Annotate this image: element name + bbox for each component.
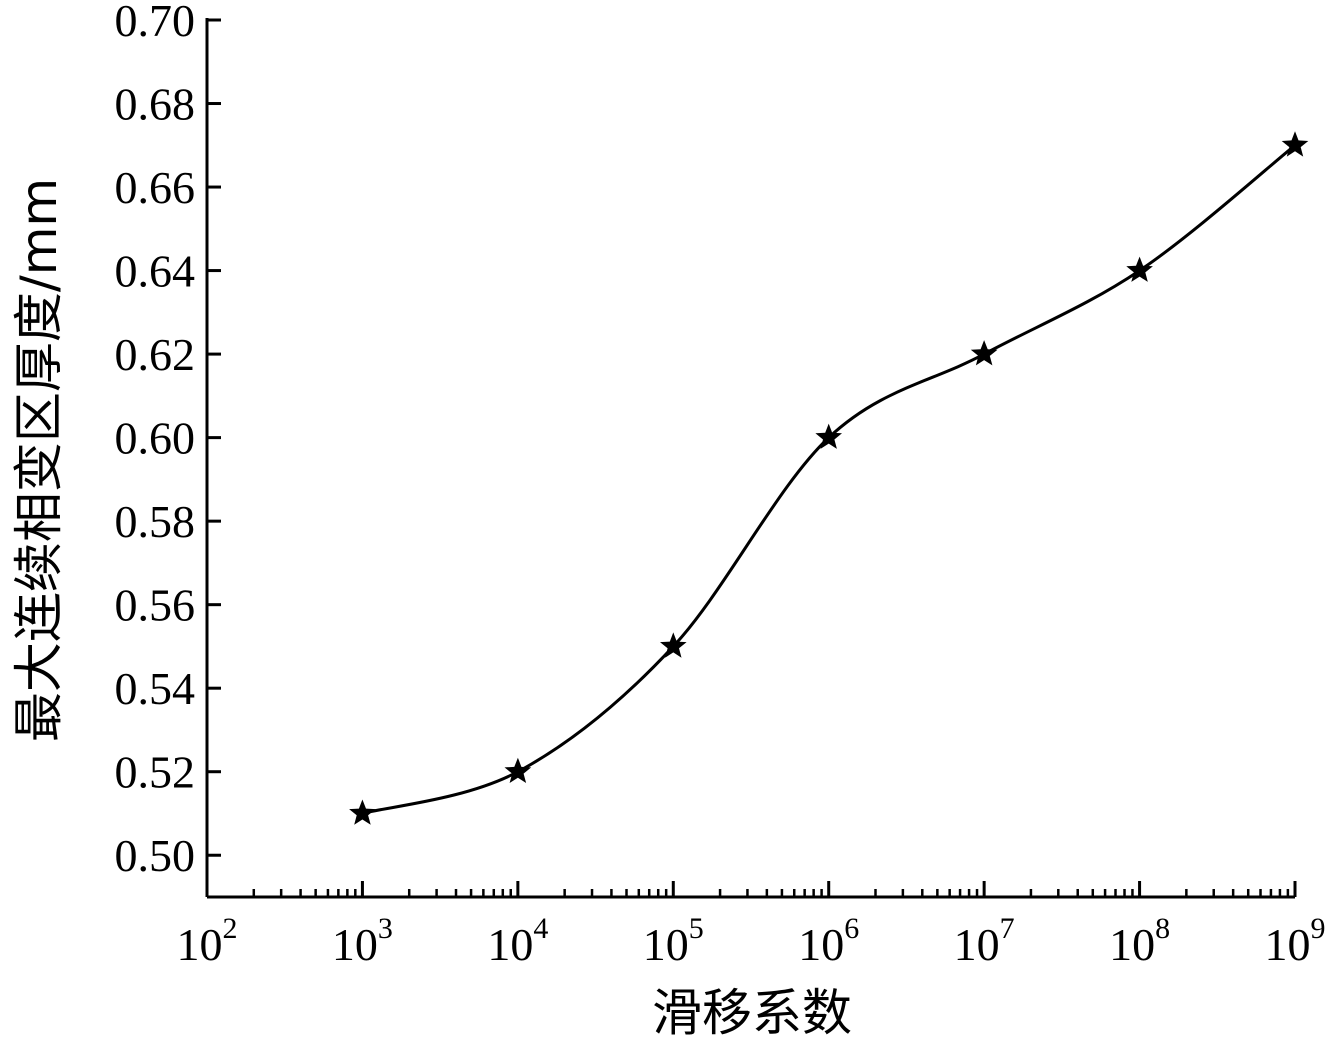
y-axis-ticks: 0.50 0.52 0.54 0.56 0.58 0.60 0.62 0.64 0.66 0.68… xyxy=(115,0,221,881)
y-tick-label: 0.70 xyxy=(115,0,196,46)
x-tick-base: 10 xyxy=(954,919,1000,970)
y-tick-label: 0.68 xyxy=(115,79,196,130)
star-marker xyxy=(504,757,532,783)
y-tick-label: 0.56 xyxy=(115,580,196,631)
star-marker xyxy=(660,632,687,658)
x-axis-ticks: 102 103 104 105 106 107 108 109 xyxy=(177,881,1326,970)
y-tick-label: 0.64 xyxy=(115,246,196,297)
y-tick-label: 0.66 xyxy=(115,162,196,213)
x-tick-exponent: 5 xyxy=(689,912,704,945)
y-tick-label: 0.52 xyxy=(115,747,196,798)
star-marker xyxy=(349,799,376,825)
x-axis-label: 滑移系数 xyxy=(652,984,852,1040)
x-tick-base: 10 xyxy=(1109,919,1155,970)
series-markers xyxy=(349,131,1309,825)
series-curve xyxy=(362,144,1296,815)
x-tick-base: 10 xyxy=(798,919,844,970)
x-tick-exponent: 4 xyxy=(533,912,548,945)
x-tick-exponent: 9 xyxy=(1311,912,1326,945)
y-tick-label: 0.60 xyxy=(115,413,196,464)
x-tick-label: 107 xyxy=(954,912,1015,970)
star-marker xyxy=(970,340,998,366)
y-tick-label: 0.54 xyxy=(115,663,196,714)
x-tick-label: 106 xyxy=(798,912,859,970)
x-tick-exponent: 2 xyxy=(223,912,238,945)
x-tick-base: 10 xyxy=(1265,919,1311,970)
x-tick-label: 105 xyxy=(643,912,704,970)
x-tick-label: 103 xyxy=(332,912,393,970)
star-marker xyxy=(1126,256,1153,282)
y-tick-label: 0.50 xyxy=(115,830,196,881)
x-tick-exponent: 8 xyxy=(1155,912,1170,945)
y-tick-label: 0.62 xyxy=(115,329,196,380)
x-tick-base: 10 xyxy=(332,919,378,970)
x-tick-exponent: 6 xyxy=(844,912,859,945)
x-tick-base: 10 xyxy=(643,919,689,970)
x-tick-label: 109 xyxy=(1265,912,1326,970)
x-tick-label: 102 xyxy=(177,912,238,970)
x-tick-base: 10 xyxy=(177,919,223,970)
x-tick-exponent: 3 xyxy=(378,912,393,945)
x-tick-base: 10 xyxy=(487,919,533,970)
x-tick-label: 108 xyxy=(1109,912,1170,970)
x-tick-label: 104 xyxy=(487,912,548,970)
axes xyxy=(205,18,1295,899)
y-axis-label: 最大连续相变区厚度/mm xyxy=(10,178,68,742)
x-tick-exponent: 7 xyxy=(1000,912,1015,945)
star-marker xyxy=(815,423,842,449)
y-tick-label: 0.58 xyxy=(115,496,196,547)
star-marker xyxy=(1281,131,1309,157)
